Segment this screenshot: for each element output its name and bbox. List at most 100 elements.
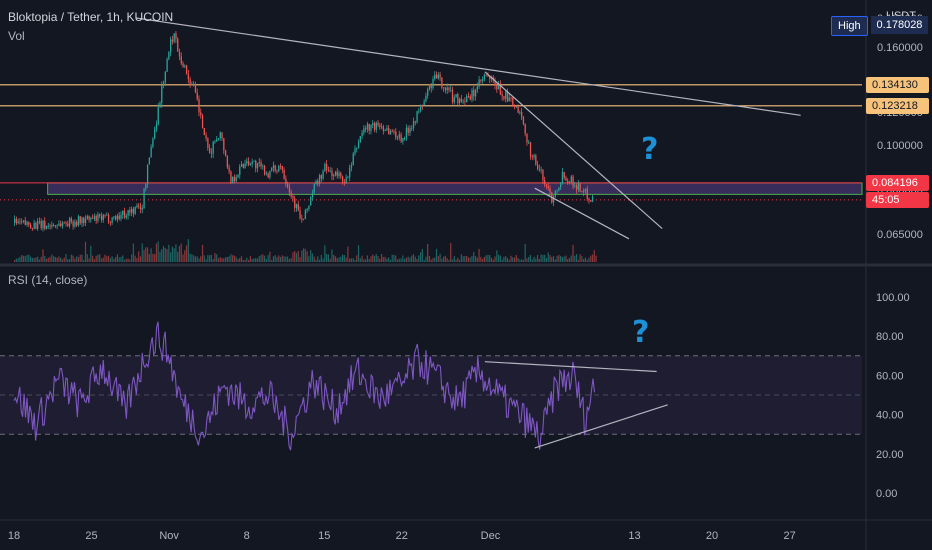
candle-body bbox=[15, 218, 18, 224]
volume-bar bbox=[17, 258, 19, 262]
volume-bar bbox=[38, 259, 41, 262]
candle-body bbox=[294, 198, 296, 208]
volume-bar bbox=[405, 257, 407, 262]
volume-bar bbox=[157, 241, 159, 262]
volume-bar bbox=[404, 258, 406, 262]
candle-body bbox=[478, 79, 480, 87]
candle-body bbox=[485, 74, 487, 76]
volume-bar bbox=[467, 257, 470, 262]
volume-bar bbox=[538, 258, 540, 262]
volume-bar bbox=[63, 257, 65, 262]
volume-bar bbox=[558, 254, 560, 262]
volume-bar bbox=[428, 255, 431, 262]
candle-body bbox=[157, 107, 159, 125]
volume-bar bbox=[123, 259, 126, 262]
candle-body bbox=[334, 171, 337, 176]
volume-bar bbox=[517, 257, 519, 262]
rsi-axis-tick: 0.00 bbox=[876, 488, 897, 500]
candle-body bbox=[262, 165, 264, 167]
candle-body bbox=[322, 171, 324, 179]
candle-body bbox=[320, 175, 322, 179]
candle-body bbox=[462, 101, 464, 103]
volume-bar bbox=[61, 259, 64, 262]
volume-bar bbox=[457, 257, 459, 262]
volume-bar bbox=[97, 254, 99, 262]
volume-bar bbox=[482, 259, 484, 262]
volume-bar bbox=[595, 255, 597, 262]
volume-bar bbox=[352, 258, 354, 262]
volume-bar bbox=[47, 257, 49, 262]
candle-body bbox=[405, 127, 408, 139]
candle-body bbox=[233, 176, 236, 181]
rsi-trendline-1 bbox=[484, 361, 657, 373]
volume-bar bbox=[267, 255, 269, 262]
candle-body bbox=[310, 197, 312, 206]
volume-bar bbox=[107, 255, 110, 262]
candle-body bbox=[120, 215, 122, 219]
volume-bar bbox=[533, 256, 535, 262]
volume-bar bbox=[464, 255, 466, 262]
candle-body bbox=[489, 76, 491, 80]
volume-bar bbox=[379, 258, 381, 262]
candle-body bbox=[522, 117, 525, 125]
candle-body bbox=[168, 52, 170, 60]
volume-bar bbox=[162, 245, 165, 262]
volume-bar bbox=[104, 254, 106, 262]
volume-bar bbox=[210, 254, 212, 262]
volume-bar bbox=[338, 257, 340, 262]
volume-bar bbox=[217, 258, 220, 262]
candle-body bbox=[77, 216, 80, 226]
candle-body bbox=[306, 208, 308, 211]
candle-body bbox=[326, 164, 328, 170]
volume-bar bbox=[285, 256, 287, 262]
volume-bar bbox=[244, 259, 246, 262]
volume-bar bbox=[301, 250, 303, 262]
volume-bar bbox=[462, 256, 464, 262]
candle-body bbox=[354, 148, 356, 154]
volume-bar bbox=[471, 255, 473, 262]
candle-body bbox=[51, 225, 53, 227]
volume-bar bbox=[224, 257, 227, 262]
candle-body bbox=[380, 126, 383, 128]
volume-bar bbox=[271, 259, 273, 262]
volume-bar bbox=[33, 258, 35, 262]
candle-body bbox=[19, 221, 21, 223]
candle-body bbox=[251, 161, 253, 164]
volume-bar bbox=[497, 254, 500, 262]
candle-body bbox=[113, 216, 115, 218]
volume-bar bbox=[111, 256, 113, 262]
volume-bar bbox=[345, 257, 347, 262]
volume-bar bbox=[341, 254, 344, 262]
candle-body bbox=[136, 205, 138, 208]
candle-body bbox=[97, 214, 99, 221]
volume-bar bbox=[446, 258, 448, 262]
volume-bar bbox=[127, 258, 129, 262]
candle-body bbox=[554, 190, 557, 197]
volume-bar bbox=[453, 255, 455, 262]
volume-bar bbox=[591, 254, 594, 262]
volume-bar bbox=[40, 256, 42, 262]
candle-body bbox=[295, 204, 298, 208]
candle-body bbox=[430, 84, 432, 88]
time-axis-tick: 18 bbox=[8, 530, 20, 542]
volume-bar bbox=[212, 259, 214, 262]
volume-bar bbox=[21, 255, 23, 262]
candle-body bbox=[194, 85, 197, 93]
candle-body bbox=[63, 222, 65, 224]
candle-body bbox=[235, 177, 237, 181]
support-zone bbox=[47, 182, 863, 195]
candle-body bbox=[469, 96, 471, 100]
volume-bar bbox=[306, 251, 308, 262]
candle-body bbox=[83, 217, 85, 223]
volume-bar bbox=[556, 256, 558, 262]
volume-bar bbox=[407, 256, 409, 262]
candle-body bbox=[256, 163, 259, 169]
candle-body bbox=[178, 51, 181, 57]
candle-body bbox=[501, 94, 503, 97]
candle-body bbox=[583, 190, 585, 193]
volume-bar bbox=[180, 243, 182, 262]
rsi-line bbox=[13, 321, 596, 451]
volume-bar bbox=[350, 258, 353, 262]
candle-body bbox=[134, 207, 136, 214]
